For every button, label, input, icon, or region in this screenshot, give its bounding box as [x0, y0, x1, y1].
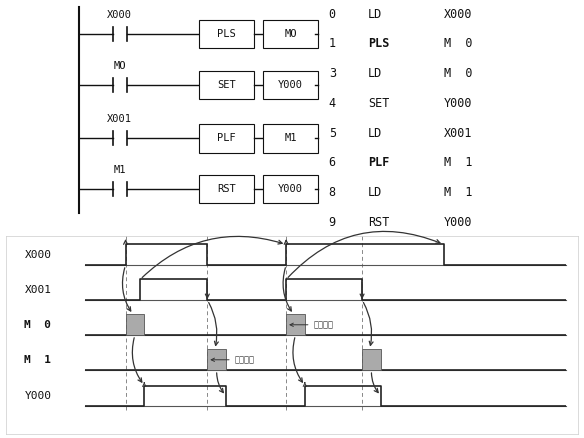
Text: MO: MO	[113, 61, 126, 71]
Text: M  0: M 0	[444, 67, 472, 80]
Text: 6: 6	[329, 156, 336, 170]
Text: Y000: Y000	[25, 391, 51, 401]
Text: LD: LD	[368, 127, 382, 140]
Text: 0: 0	[329, 8, 336, 21]
Text: X000: X000	[25, 250, 51, 260]
Text: X000: X000	[107, 10, 132, 20]
Text: 5: 5	[329, 127, 336, 140]
Text: M1: M1	[113, 165, 126, 175]
Bar	[126, 314, 144, 335]
Text: MO: MO	[284, 29, 297, 39]
Bar	[199, 175, 254, 203]
Text: LD: LD	[368, 186, 382, 199]
Text: PLS: PLS	[368, 37, 390, 50]
Text: RST: RST	[217, 184, 236, 194]
Bar	[207, 350, 226, 370]
Text: LD: LD	[368, 67, 382, 80]
Text: 3: 3	[329, 67, 336, 80]
Text: Y000: Y000	[278, 80, 303, 90]
Text: PLS: PLS	[217, 29, 236, 39]
Bar	[263, 71, 318, 99]
Bar	[199, 20, 254, 49]
Text: Y000: Y000	[444, 216, 472, 229]
Bar	[362, 350, 381, 370]
Text: 4: 4	[329, 97, 336, 110]
Text: RST: RST	[368, 216, 390, 229]
Text: Y000: Y000	[444, 97, 472, 110]
Bar	[263, 20, 318, 49]
Text: 9: 9	[329, 216, 336, 229]
Text: M  1: M 1	[25, 355, 51, 365]
Text: SET: SET	[217, 80, 236, 90]
Text: X000: X000	[444, 8, 472, 21]
Bar	[199, 124, 254, 152]
Text: M  0: M 0	[444, 37, 472, 50]
Text: X001: X001	[444, 127, 472, 140]
Text: X001: X001	[25, 285, 51, 295]
Text: 扫描周期: 扫描周期	[235, 355, 255, 364]
Bar	[286, 314, 305, 335]
Text: M  1: M 1	[444, 186, 472, 199]
Text: M  0: M 0	[25, 320, 51, 330]
Text: 扫描周期: 扫描周期	[314, 320, 333, 329]
Text: PLF: PLF	[368, 156, 390, 170]
Text: LD: LD	[368, 8, 382, 21]
Bar	[263, 175, 318, 203]
Text: PLF: PLF	[217, 133, 236, 143]
Bar	[263, 124, 318, 152]
Text: 1: 1	[329, 37, 336, 50]
Bar	[199, 71, 254, 99]
Text: Y000: Y000	[278, 184, 303, 194]
Text: M  1: M 1	[444, 156, 472, 170]
Text: X001: X001	[107, 114, 132, 124]
Text: M1: M1	[284, 133, 297, 143]
Text: SET: SET	[368, 97, 390, 110]
Text: 8: 8	[329, 186, 336, 199]
